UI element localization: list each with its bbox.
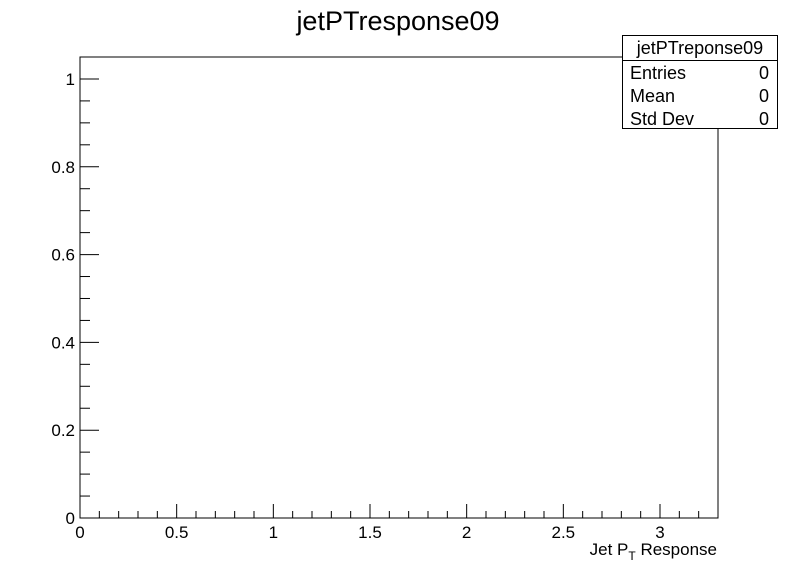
x-axis-label-subscript: T [628, 549, 636, 563]
y-tick-label: 0.8 [51, 158, 75, 177]
stats-std-dev-label: Std Dev [630, 109, 695, 129]
x-tick-label: 2.5 [552, 523, 576, 542]
x-axis-label: Jet PT Response [590, 540, 717, 563]
plot-frame [79, 56, 719, 519]
x-tick-label: 1 [269, 523, 278, 542]
x-axis-label-tail: Response [636, 540, 717, 559]
y-tick-label: 1 [66, 70, 75, 89]
y-tick-label: 0.4 [51, 333, 75, 352]
x-tick-label: 2 [462, 523, 471, 542]
stats-entries-value: 0 [758, 63, 769, 83]
stats-row-entries: Entries 0 [630, 62, 769, 85]
x-tick-label: 3 [655, 523, 664, 542]
x-tick-label: 0.5 [165, 523, 189, 542]
y-axis: 0 0.2 0.4 0.6 0.8 1 [51, 56, 99, 528]
stats-mean-label: Mean [630, 86, 676, 106]
y-tick-label: 0.6 [51, 246, 75, 265]
x-axis-label-main: Jet P [590, 540, 629, 559]
stats-entries-label: Entries [630, 63, 687, 83]
chart-title: jetPTresponse09 [295, 6, 499, 36]
stats-mean-value: 0 [758, 86, 769, 106]
stats-box: jetPTreponse09 Entries 0 Mean 0 Std Dev … [622, 35, 778, 129]
y-tick-label: 0.2 [51, 421, 75, 440]
x-tick-label: 1.5 [358, 523, 382, 542]
stats-std-dev-value: 0 [758, 109, 769, 129]
x-tick-label: 0 [75, 523, 84, 542]
y-tick-label: 0 [66, 509, 75, 528]
stats-row-std-dev: Std Dev 0 [630, 108, 769, 131]
x-axis: 0 0.5 1 1.5 2 2.5 3 [75, 504, 719, 542]
stats-row-mean: Mean 0 [630, 85, 769, 108]
stats-box-title: jetPTreponse09 [623, 36, 777, 61]
